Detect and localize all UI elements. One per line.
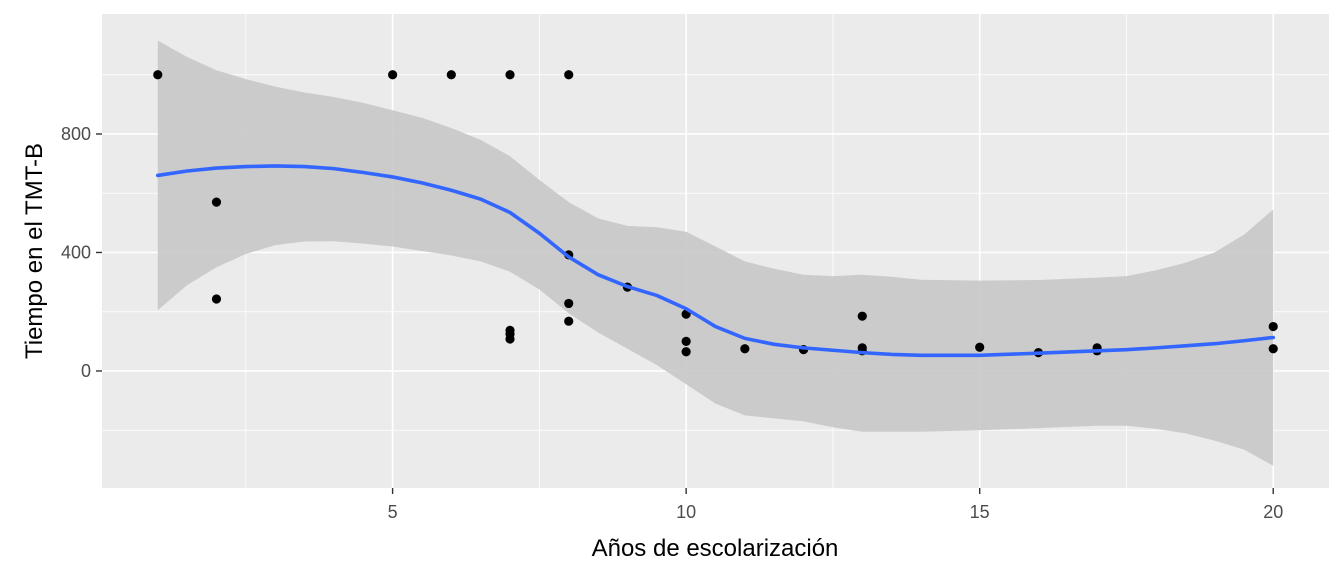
x-tick-label: 10	[676, 502, 696, 522]
y-tick-label: 0	[81, 361, 91, 381]
data-point	[857, 311, 867, 321]
x-tick-label: 20	[1263, 502, 1283, 522]
data-point	[388, 70, 398, 80]
y-tick-label: 400	[61, 242, 91, 262]
x-axis-title: Años de escolarización	[592, 535, 839, 562]
data-point	[1268, 321, 1278, 332]
data-point	[681, 336, 691, 346]
data-point	[1268, 344, 1278, 354]
data-point	[211, 294, 222, 304]
y-axis-title: Tiempo en el TMT-B	[21, 143, 48, 359]
confidence-band	[157, 40, 1274, 466]
data-point	[564, 298, 574, 309]
y-tick-label: 800	[61, 124, 91, 144]
data-point	[681, 347, 691, 357]
confidence-band-layer	[157, 40, 1274, 466]
data-point	[740, 344, 750, 354]
data-point	[505, 70, 515, 80]
data-point	[505, 334, 515, 344]
data-point	[564, 70, 574, 80]
x-tick-label: 15	[970, 502, 990, 522]
smooth-line-layer	[155, 164, 1276, 358]
x-axis: 5 10 15 20	[388, 488, 1283, 522]
data-point	[153, 70, 163, 80]
data-point	[975, 342, 985, 352]
data-point	[446, 70, 456, 80]
data-point	[564, 316, 574, 326]
y-axis: 0 400 800	[61, 124, 102, 381]
x-tick-label: 5	[388, 502, 398, 522]
smooth-line	[155, 164, 1276, 358]
data-point	[211, 197, 222, 207]
